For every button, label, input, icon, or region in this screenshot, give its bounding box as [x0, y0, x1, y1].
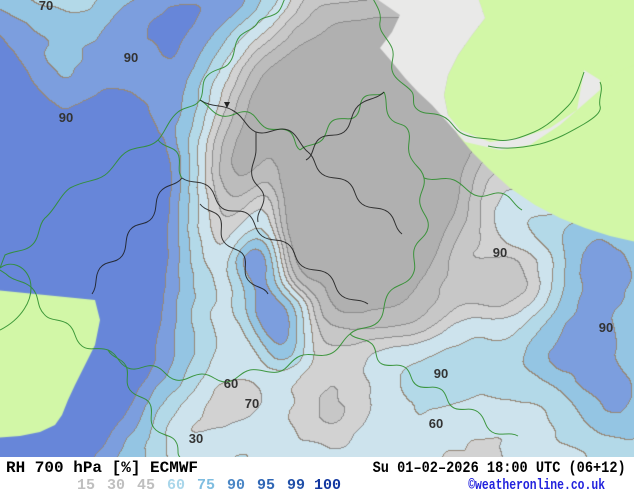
svg-text:70: 70	[245, 396, 259, 411]
svg-text:90: 90	[434, 366, 448, 381]
svg-text:30: 30	[189, 431, 203, 446]
svg-text:60: 60	[224, 376, 238, 391]
svg-text:70: 70	[39, 0, 53, 13]
svg-text:90: 90	[493, 245, 507, 260]
svg-text:90: 90	[599, 320, 613, 335]
svg-text:60: 60	[429, 416, 443, 431]
svg-text:90: 90	[124, 50, 138, 65]
svg-text:90: 90	[59, 110, 73, 125]
